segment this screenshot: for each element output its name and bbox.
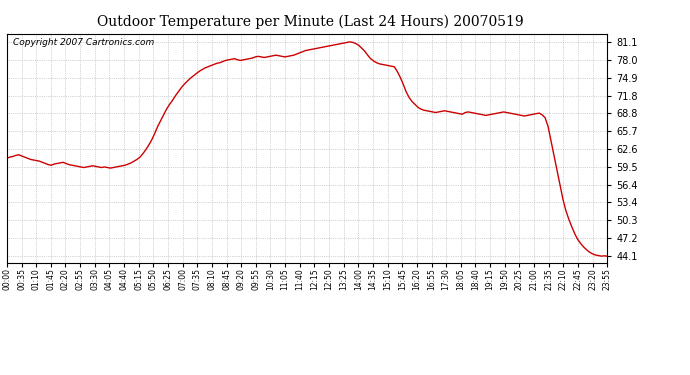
Text: Outdoor Temperature per Minute (Last 24 Hours) 20070519: Outdoor Temperature per Minute (Last 24 … [97,15,524,29]
Text: Copyright 2007 Cartronics.com: Copyright 2007 Cartronics.com [13,38,154,47]
